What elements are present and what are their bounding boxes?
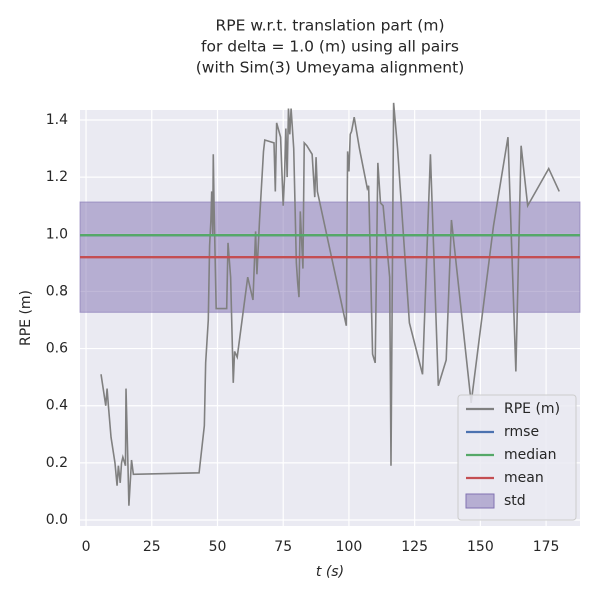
legend-swatch [465, 493, 495, 509]
x-tick-label: 75 [274, 539, 292, 555]
chart-title: (with Sim(3) Umeyama alignment) [196, 59, 465, 77]
chart-title: for delta = 1.0 (m) using all pairs [201, 38, 459, 56]
x-axis-label: t (s) [316, 564, 344, 580]
x-tick-label: 125 [401, 539, 428, 555]
y-axis-label: RPE (m) [18, 290, 34, 346]
y-tick-label: 0.2 [46, 455, 68, 471]
legend-box [457, 394, 577, 521]
chart-title: RPE w.r.t. translation part (m) [215, 17, 444, 35]
y-tick-label: 1.0 [46, 226, 68, 242]
x-tick-label: 25 [143, 539, 161, 555]
x-tick-label: 150 [467, 539, 494, 555]
plot [79, 102, 581, 506]
y-tick-label: 1.4 [46, 112, 68, 128]
x-tick-label: 50 [209, 539, 227, 555]
y-tick-label: 0.8 [46, 283, 68, 299]
legend-label: mean [504, 470, 544, 486]
x-tick-label: 100 [336, 539, 363, 555]
legend: RPE (m) rmse median mean std [457, 394, 577, 521]
x-tick-label: 175 [533, 539, 560, 555]
y-tick-label: 0.6 [46, 341, 68, 357]
rpe-line [100, 102, 560, 506]
x-tick-label: 0 [82, 539, 91, 555]
legend-label: rmse [504, 424, 539, 440]
y-tick-label: 0.4 [46, 398, 68, 414]
y-tick-label: 0.0 [46, 512, 68, 528]
legend-label: RPE (m) [504, 401, 560, 417]
legend-label: median [504, 447, 556, 463]
legend-label: std [504, 493, 526, 509]
y-tick-label: 1.2 [46, 169, 68, 185]
